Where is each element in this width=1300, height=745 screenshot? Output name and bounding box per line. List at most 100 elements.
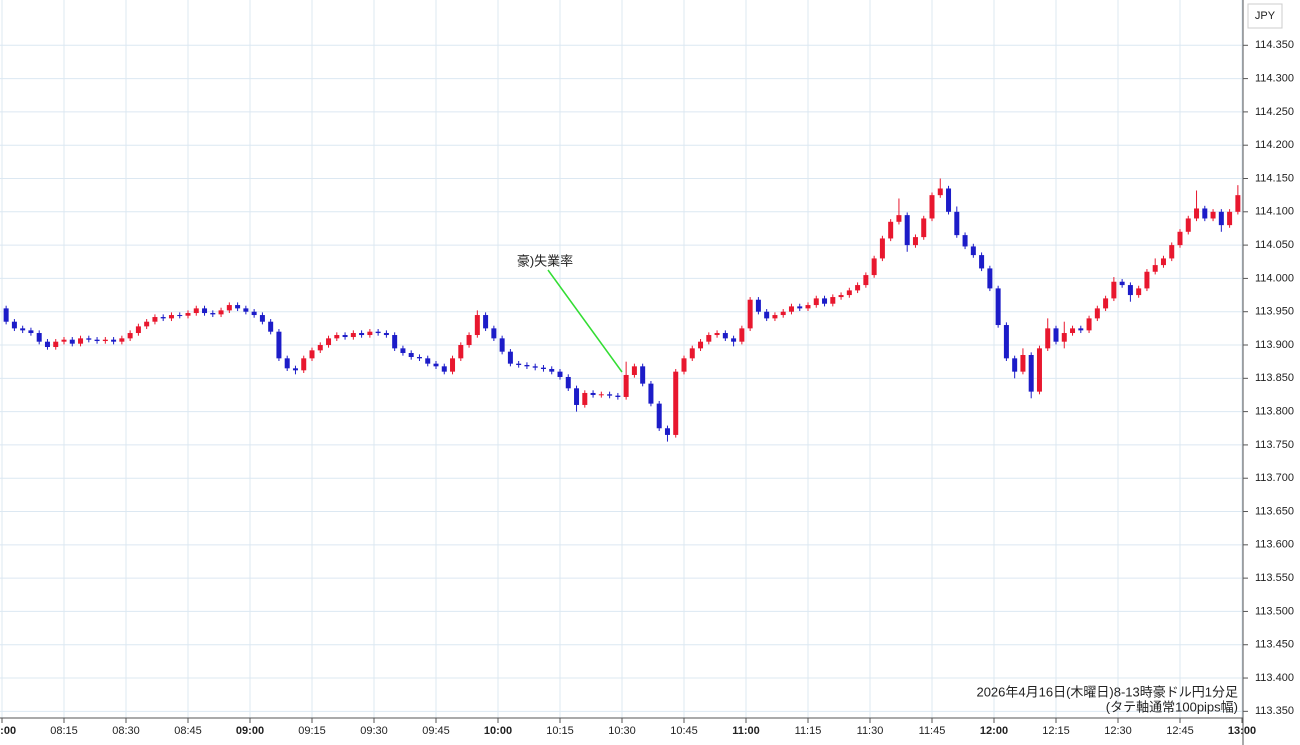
candle-body — [168, 315, 174, 319]
candle-body — [921, 218, 927, 238]
candle-body — [524, 364, 530, 367]
y-tick-label: 114.150 — [1255, 172, 1294, 184]
candle-body — [1003, 325, 1009, 359]
unit-label: JPY — [1255, 10, 1276, 22]
candle-body — [433, 363, 439, 367]
candle-body — [822, 298, 828, 304]
candle-body — [805, 305, 811, 309]
x-tick-label: 08:30 — [112, 725, 140, 737]
candle-body — [1078, 328, 1084, 331]
candle-body — [664, 428, 670, 435]
y-tick-label: 113.600 — [1255, 539, 1294, 551]
candle-body — [706, 335, 712, 342]
candle-body — [855, 285, 861, 291]
candle-body — [177, 315, 183, 317]
annotation: 豪)失業率 — [517, 253, 573, 268]
candle-body — [1119, 281, 1125, 286]
x-tick-label: 12:45 — [1166, 725, 1194, 737]
candle-body — [20, 328, 26, 331]
candle-body — [929, 195, 935, 219]
candle-body — [251, 311, 257, 316]
candle-body — [904, 215, 910, 246]
candle-body — [210, 313, 216, 315]
candle-body — [532, 366, 538, 368]
candle-body — [1061, 333, 1067, 342]
candle-body — [441, 366, 447, 372]
candle-body — [458, 345, 464, 359]
x-tick-label: 12:30 — [1104, 725, 1132, 737]
candle-body — [1028, 355, 1034, 392]
candle-body — [1169, 245, 1175, 259]
y-tick-label: 114.300 — [1255, 72, 1294, 84]
y-tick-label: 113.650 — [1255, 505, 1294, 517]
candle-body — [549, 368, 555, 372]
candle-body — [11, 321, 17, 329]
candle-body — [400, 348, 406, 354]
y-tick-label: 113.450 — [1255, 639, 1294, 651]
x-tick-label: 09:45 — [422, 725, 450, 737]
candle-body — [788, 306, 794, 312]
y-tick-label: 113.500 — [1255, 605, 1294, 617]
candle-body — [28, 330, 34, 334]
caption: (タテ軸通常100pips幅) — [1106, 699, 1238, 714]
candle-body — [193, 308, 199, 314]
candle-body — [1111, 281, 1117, 299]
candle-body — [772, 315, 778, 319]
candle-body — [86, 338, 92, 340]
x-tick-label: 12:00 — [980, 725, 1008, 737]
candle-body — [342, 335, 348, 338]
candle-body — [144, 321, 150, 327]
candle-body — [631, 366, 637, 375]
x-tick-label: 08:45 — [174, 725, 202, 737]
candle-body — [1070, 328, 1076, 334]
y-tick-label: 114.050 — [1255, 239, 1294, 251]
candle-body — [987, 268, 993, 289]
candle-body — [1094, 308, 1100, 319]
y-tick-label: 113.700 — [1255, 472, 1294, 484]
y-tick-label: 114.350 — [1255, 39, 1294, 51]
x-tick-label: 09:00 — [236, 725, 264, 737]
candle-body — [574, 388, 580, 405]
candle-body — [408, 353, 414, 358]
candle-body — [160, 317, 166, 319]
y-tick-label: 114.000 — [1255, 272, 1294, 284]
candle-body — [954, 211, 960, 236]
candle-body — [946, 188, 952, 212]
y-tick-label: 113.800 — [1255, 406, 1294, 418]
candle-body — [623, 374, 629, 397]
x-tick-label: 13:00 — [1228, 725, 1256, 737]
candle-body — [1020, 355, 1026, 372]
candle-body — [607, 394, 613, 396]
x-tick-label: 11:30 — [857, 725, 884, 737]
candle-body — [276, 331, 282, 359]
candle-body — [937, 188, 943, 196]
candle-body — [871, 258, 877, 276]
candle-body — [1177, 231, 1183, 246]
x-tick-label: 10:15 — [546, 725, 574, 737]
candle-body — [94, 339, 100, 342]
candle-body — [392, 335, 398, 349]
candle-body — [838, 295, 844, 298]
candle-body — [995, 288, 1001, 326]
candle-body — [582, 392, 588, 405]
x-tick-label: 11:15 — [795, 725, 822, 737]
y-tick-label: 113.750 — [1255, 439, 1294, 451]
candle-body — [235, 305, 241, 309]
candle-body — [301, 358, 307, 371]
candle-body — [202, 308, 208, 314]
candle-body — [731, 338, 737, 342]
candle-body — [1144, 271, 1150, 289]
candle-body — [1053, 328, 1059, 342]
candle-body — [540, 367, 546, 369]
y-tick-label: 113.550 — [1255, 572, 1294, 584]
unit-box — [1247, 3, 1283, 29]
candle-body — [879, 238, 885, 259]
candle-body — [640, 366, 646, 384]
candle-body — [474, 315, 480, 336]
candle-body — [127, 333, 133, 339]
candle-body — [61, 339, 67, 342]
candle-body — [1218, 211, 1224, 226]
candle-body — [259, 315, 265, 322]
candle-body — [648, 383, 654, 404]
candle-body — [1136, 288, 1142, 296]
